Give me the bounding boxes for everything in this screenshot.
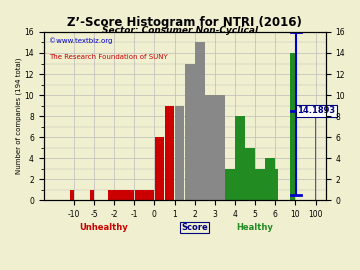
Bar bbox=[114, 190, 134, 200]
Bar bbox=[215, 95, 225, 200]
Title: Z’-Score Histogram for NTRI (2016): Z’-Score Histogram for NTRI (2016) bbox=[67, 16, 302, 29]
Text: Score: Score bbox=[181, 223, 208, 232]
Bar bbox=[175, 106, 184, 200]
Text: Sector: Consumer Non-Cyclical: Sector: Consumer Non-Cyclical bbox=[102, 26, 258, 35]
Text: Unhealthy: Unhealthy bbox=[80, 223, 129, 232]
Text: Healthy: Healthy bbox=[237, 223, 274, 232]
Bar bbox=[275, 169, 278, 200]
Bar bbox=[90, 190, 94, 200]
Bar bbox=[185, 63, 194, 200]
Y-axis label: Number of companies (194 total): Number of companies (194 total) bbox=[15, 58, 22, 174]
Bar bbox=[315, 116, 316, 200]
Bar bbox=[245, 148, 255, 200]
Text: The Research Foundation of SUNY: The Research Foundation of SUNY bbox=[49, 54, 168, 60]
Bar bbox=[154, 137, 165, 200]
Bar bbox=[165, 106, 174, 200]
Bar bbox=[135, 190, 154, 200]
Bar bbox=[195, 42, 204, 200]
Text: ©www.textbiz.org: ©www.textbiz.org bbox=[49, 37, 113, 44]
Bar bbox=[265, 158, 275, 200]
Bar bbox=[235, 116, 245, 200]
Bar bbox=[205, 95, 215, 200]
Bar bbox=[70, 190, 74, 200]
Bar bbox=[255, 169, 265, 200]
Bar bbox=[108, 190, 114, 200]
Bar bbox=[225, 169, 235, 200]
Text: 14.1893: 14.1893 bbox=[297, 106, 336, 115]
Bar bbox=[291, 53, 295, 200]
